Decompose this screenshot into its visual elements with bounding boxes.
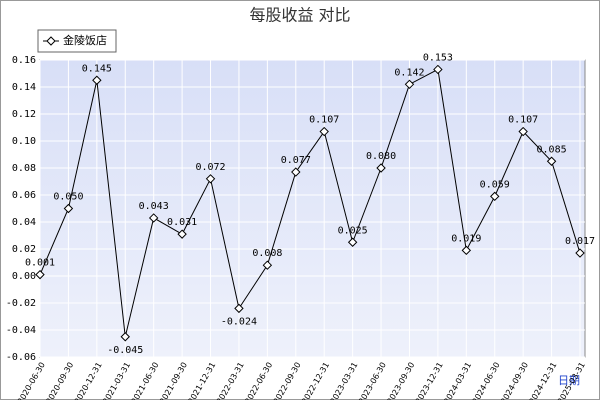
y-tick-label: 0.00 (12, 271, 36, 282)
legend (37, 29, 117, 53)
y-tick-label: 0.02 (12, 244, 36, 255)
marker (234, 303, 244, 314)
marker (518, 126, 528, 137)
value-label: 0.017 (565, 236, 595, 247)
marker (546, 156, 557, 166)
marker (35, 269, 45, 280)
value-label: 0.107 (309, 115, 339, 126)
value-label: 0.031 (167, 217, 197, 228)
value-label: 0.001 (25, 258, 55, 269)
marker (205, 174, 216, 184)
marker (63, 203, 74, 214)
y-tick-label: -0.04 (6, 325, 36, 336)
value-label: 0.050 (53, 192, 83, 203)
y-tick-label: 0.14 (12, 82, 36, 93)
marker (433, 64, 443, 75)
plot-area (39, 59, 586, 358)
value-label: 0.145 (82, 63, 112, 74)
marker (262, 260, 273, 270)
marker (148, 213, 159, 223)
value-label: 0.085 (537, 144, 567, 155)
value-label: 0.080 (366, 151, 396, 162)
y-tick-label: 0.08 (12, 163, 36, 174)
y-tick-label: 0.04 (12, 217, 36, 228)
marker (177, 229, 187, 239)
marker (291, 167, 301, 177)
value-label: 0.025 (338, 225, 368, 236)
y-tick-label: -0.06 (6, 352, 36, 363)
legend-label: 金陵饭店 (63, 33, 107, 47)
chart-title: 每股收益 对比 (249, 6, 350, 25)
value-label: -0.045 (107, 345, 143, 356)
line (39, 68, 581, 337)
marker (461, 245, 472, 256)
value-label: 0.107 (508, 115, 538, 126)
marker (92, 75, 102, 85)
value-label: 0.008 (252, 248, 282, 259)
value-label: 0.043 (139, 201, 169, 212)
y-tick-label: 0.16 (12, 55, 36, 66)
y-tick-label: 0.10 (12, 136, 36, 147)
marker (347, 237, 358, 247)
value-label: 0.019 (451, 233, 481, 244)
y-tick-label: -0.02 (6, 298, 36, 309)
value-label: 0.072 (195, 162, 225, 173)
marker (120, 332, 130, 342)
marker (404, 79, 415, 90)
legend-marker (46, 36, 56, 46)
marker (376, 163, 386, 173)
value-label: 0.059 (480, 179, 510, 190)
value-label: -0.024 (221, 316, 257, 327)
marker (490, 191, 500, 202)
value-label: 0.077 (281, 155, 311, 166)
marker (319, 126, 329, 137)
x-axis-label: 日期 (558, 374, 580, 387)
value-label: 0.153 (423, 52, 453, 63)
marker (575, 248, 585, 258)
y-tick-label: 0.06 (12, 190, 36, 201)
y-tick-label: 0.12 (12, 109, 36, 120)
value-label: 0.142 (394, 67, 424, 78)
